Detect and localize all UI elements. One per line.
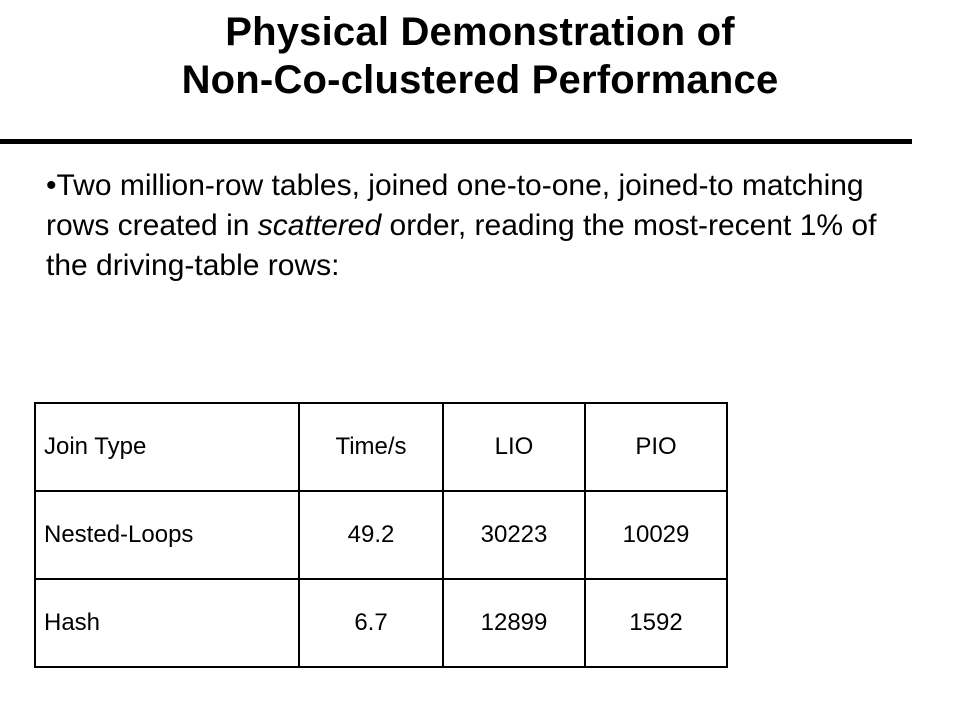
table-cell: Hash	[34, 578, 300, 668]
table-cell: 30223	[442, 490, 586, 580]
bullet-point: •Two million-row tables, joined one-to-o…	[46, 166, 906, 286]
table-cell: 49.2	[298, 490, 444, 580]
table-header-cell: LIO	[442, 402, 586, 492]
bullet-text-emphasis: scattered	[257, 209, 382, 242]
join-performance-table: Join Type Time/s LIO PIO Nested-Loops 49…	[34, 402, 728, 668]
table-header-row: Join Type Time/s LIO PIO	[34, 402, 728, 492]
slide-title: Physical Demonstration of Non-Co-cluster…	[0, 8, 960, 104]
table-header-cell: PIO	[584, 402, 728, 492]
table-header-cell: Time/s	[298, 402, 444, 492]
table-cell: 6.7	[298, 578, 444, 668]
title-divider	[0, 139, 912, 144]
table-cell: Nested-Loops	[34, 490, 300, 580]
table-cell: 1592	[584, 578, 728, 668]
table-cell: 12899	[442, 578, 586, 668]
table-header-cell: Join Type	[34, 402, 300, 492]
table-row: Nested-Loops 49.2 30223 10029	[34, 490, 728, 580]
table-cell: 10029	[584, 490, 728, 580]
table-row: Hash 6.7 12899 1592	[34, 578, 728, 668]
slide-title-line-2: Non-Co-clustered Performance	[181, 58, 779, 102]
bullet-text-part-1: Two million-row tables, joined one-to-on…	[46, 169, 864, 242]
bullet-text-part-2: order, reading the most-recent 1% of the…	[46, 209, 877, 282]
slide-title-line-1: Physical Demonstration of	[225, 10, 735, 54]
bullet-marker: •	[46, 169, 57, 202]
